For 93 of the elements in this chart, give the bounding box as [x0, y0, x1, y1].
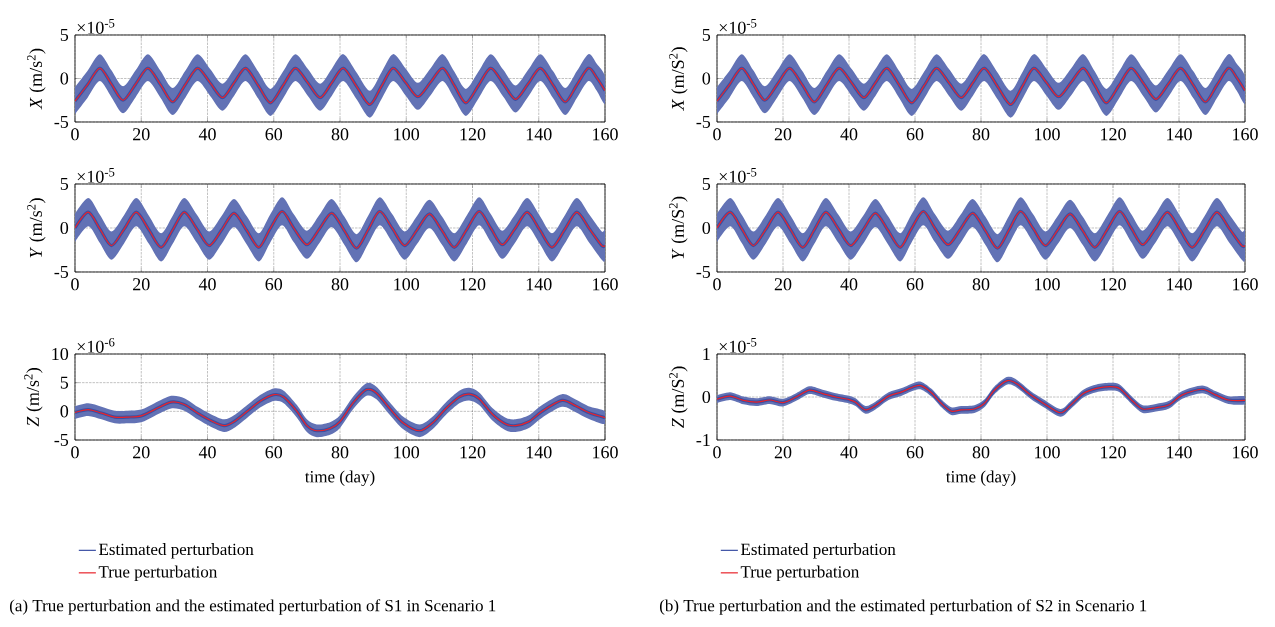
legend-label: True perturbation — [740, 565, 860, 582]
x-tick-label: 160 — [593, 128, 618, 141]
y-tick-label: 5 — [60, 376, 69, 389]
x-tick-label: 0 — [71, 278, 79, 291]
x-tick-label: 20 — [133, 446, 150, 459]
x-tick-label: 0 — [713, 446, 721, 459]
x-tick-label: 120 — [460, 446, 486, 459]
y-axis-title: Y (m/s$^{2}$) — [27, 198, 46, 258]
x-tick-label: 120 — [1101, 278, 1126, 291]
x-tick-label: 0 — [713, 278, 721, 291]
x-tick-label: 20 — [774, 128, 792, 141]
y-axis-title: Z (m/S$^{2}$) — [669, 366, 688, 429]
x-tick-label: 140 — [1167, 446, 1192, 459]
x-tick-label: 120 — [460, 278, 486, 291]
x-tick-label: 80 — [972, 446, 990, 459]
x-tick-label: 100 — [1035, 128, 1060, 141]
y-tick-label: 5 — [702, 178, 711, 190]
text: ×10$^{-5}$ — [77, 19, 115, 34]
x-tick-label: 160 — [1233, 128, 1258, 141]
x-tick-label: 100 — [394, 278, 420, 291]
x-tick-label: 140 — [1167, 128, 1192, 141]
text: (a) True perturbation and the estimated perturbation of S1 in Scenario 1 — [9, 599, 496, 615]
y-tick-label: -5 — [54, 434, 69, 446]
y-tick-label: 5 — [60, 29, 69, 41]
x-tick-label: 40 — [198, 128, 216, 141]
y-axis-title: Z (m/s$^{2}$) — [24, 368, 43, 427]
x-tick-label: 160 — [1233, 278, 1258, 291]
y-tick-label: 1 — [703, 348, 710, 360]
x-tick-label: 40 — [840, 446, 858, 459]
x-tick-label: 80 — [331, 446, 349, 459]
x-tick-label: 40 — [840, 128, 858, 141]
x-tick-label: 100 — [394, 128, 420, 141]
x-tick-label: 60 — [906, 446, 924, 459]
y-tick-label: -5 — [54, 116, 69, 128]
x-tick-label: 100 — [1035, 278, 1060, 291]
x-tick-label: 140 — [526, 278, 552, 291]
y-tick-label: 5 — [60, 178, 69, 190]
x-tick-label: 20 — [774, 278, 792, 291]
x-tick-label: 0 — [71, 446, 79, 459]
x-tick-label: 0 — [713, 128, 721, 141]
y-axis-title: X (m/S$^{2}$) — [669, 47, 688, 112]
x-tick-label: 100 — [1035, 446, 1060, 459]
x-tick-label: 60 — [265, 446, 283, 459]
text: ×10$^{-5}$ — [719, 19, 757, 34]
y-axis-title: Y (m/S$^{2}$) — [669, 196, 688, 259]
legend-label: Estimated perturbation — [740, 543, 896, 559]
x-tick-label: 0 — [71, 128, 79, 141]
y-tick-label: -5 — [54, 266, 69, 278]
y-tick-label: 0 — [702, 221, 711, 235]
x-tick-label: 60 — [906, 128, 924, 141]
x-tick-label: 120 — [1101, 446, 1126, 459]
text: ×10$^{-5}$ — [719, 168, 757, 183]
y-tick-label: -5 — [696, 266, 711, 278]
x-tick-label: 80 — [972, 278, 990, 291]
x-tick-label: 160 — [593, 278, 618, 291]
legend-label: True perturbation — [98, 565, 218, 582]
x-tick-label: 120 — [1101, 128, 1126, 141]
y-tick-label: -1 — [696, 434, 710, 446]
x-tick-label: 80 — [331, 278, 349, 291]
y-tick-label: 0 — [60, 72, 69, 85]
x-tick-label: 80 — [972, 128, 990, 141]
x-tick-label: 40 — [198, 446, 216, 459]
x-tick-label: 140 — [1167, 278, 1192, 291]
x-tick-label: 20 — [774, 446, 792, 459]
x-tick-label: 40 — [198, 278, 216, 291]
text: ×10$^{-6}$ — [77, 338, 115, 353]
text: ×10$^{-5}$ — [719, 338, 757, 353]
x-tick-label: 100 — [394, 446, 420, 459]
x-tick-label: 140 — [526, 446, 552, 459]
x-tick-label: 20 — [133, 128, 150, 141]
x-tick-label: 40 — [840, 278, 858, 291]
x-tick-label: 120 — [460, 128, 486, 141]
x-tick-label: 160 — [593, 446, 618, 459]
y-tick-label: 10 — [52, 347, 69, 361]
x-tick-label: 60 — [265, 278, 283, 291]
x-tick-label: 80 — [331, 128, 349, 141]
y-tick-label: -5 — [696, 116, 711, 128]
x-tick-label: 160 — [1233, 446, 1258, 459]
y-tick-label: 0 — [60, 221, 69, 235]
x-tick-label: 20 — [133, 278, 150, 291]
x-tick-label: 60 — [265, 128, 283, 141]
y-tick-label: 5 — [702, 29, 711, 41]
x-tick-label: 140 — [526, 128, 552, 141]
y-axis-title: X (m/s$^{2}$) — [27, 48, 46, 110]
y-tick-label: 0 — [702, 72, 711, 85]
y-tick-label: 0 — [702, 390, 711, 404]
y-tick-label: 0 — [60, 405, 69, 418]
text: ×10$^{-5}$ — [77, 168, 115, 183]
text: (b) True perturbation and the estimated perturbation of S2 in Scenario 1 — [659, 599, 1147, 615]
legend-label: Estimated perturbation — [98, 543, 254, 559]
x-axis-title: time (day) — [946, 470, 1016, 487]
x-axis-title: time (day) — [305, 470, 375, 487]
x-tick-label: 60 — [906, 278, 924, 291]
